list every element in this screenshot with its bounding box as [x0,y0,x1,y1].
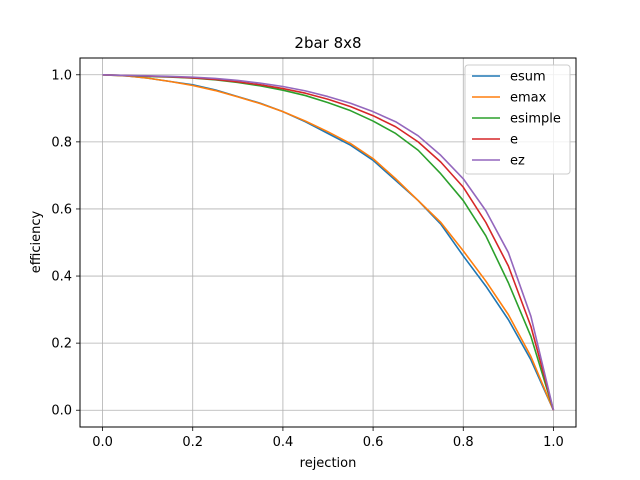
y-tick-label: 0.6 [51,202,72,217]
x-tick-label: 0.8 [453,435,474,450]
x-tick-label: 0.4 [273,435,294,450]
y-axis-label: efficiency [29,210,44,273]
legend-label-emax: emax [510,91,547,106]
legend-label-e: e [510,133,518,148]
series-line-ez [102,73,555,411]
legend-label-esum: esum [510,70,546,85]
legend: esum emax esimple e ez [464,64,571,175]
y-tick-label: 0.0 [51,404,72,419]
series-line-emax [102,73,555,411]
y-tick-label: 0.2 [51,337,72,352]
x-tick-label: 0.2 [182,435,203,450]
y-tick-label: 1.0 [51,68,72,83]
legend-box [464,64,571,175]
plot-frame [79,57,577,428]
x-tick-label: 1.0 [543,435,564,450]
x-tick-label: 0.6 [363,435,384,450]
legend-label-esimple: esimple [510,112,561,127]
legend-label-ez: ez [510,154,525,169]
y-tick-label: 0.8 [51,135,72,150]
x-axis-label: rejection [300,456,357,471]
series-lines [102,73,555,411]
chart-title: 2bar 8x8 [294,34,361,52]
y-tick-label: 0.4 [51,270,72,285]
axis-ticks: 0.0 0.2 0.4 0.6 0.8 1.0 0.0 0.2 0.4 0.6 0.8 1.0 [51,68,563,450]
x-tick-label: 0.0 [92,435,113,450]
